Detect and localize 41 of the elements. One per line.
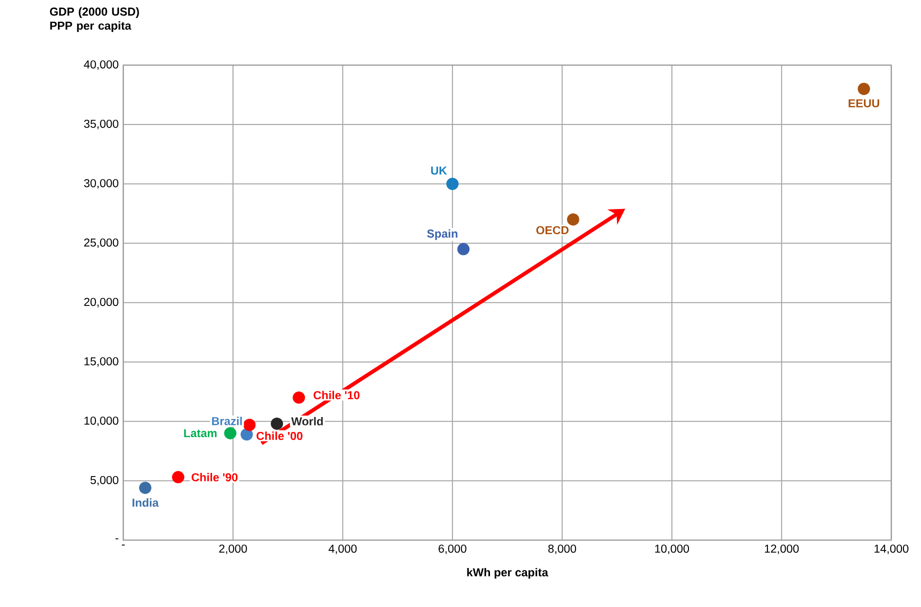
series-label: India: [132, 498, 159, 507]
point: [139, 482, 152, 494]
y-tick-label: -: [115, 538, 118, 540]
series-label: UK: [431, 166, 447, 175]
y-tick-label: 15,000: [84, 357, 118, 367]
point: [224, 427, 236, 440]
point: [240, 428, 253, 440]
y-axis-title: GDP (2000 USD) PPP per capita: [50, 7, 139, 32]
x-tick-label: 8,000: [548, 544, 576, 554]
x-tick-label: 12,000: [764, 544, 799, 554]
x-tick-label: 10,000: [655, 544, 690, 554]
x-tick-label: -: [122, 544, 125, 546]
y-tick-label: 25,000: [84, 238, 118, 248]
point: [457, 242, 470, 256]
series-label: EEUU: [848, 99, 880, 108]
series-label: Brazil: [212, 416, 242, 426]
point: [446, 178, 459, 190]
x-tick-label: 2,000: [219, 544, 247, 554]
y-tick-label: 30,000: [84, 179, 118, 189]
x-tick-label: 14,000: [874, 544, 908, 554]
y-tick-label: 40,000: [84, 60, 118, 70]
point: [567, 213, 580, 226]
series-label: Chile '00: [256, 431, 302, 440]
series-label: OECD: [536, 226, 569, 234]
point: [292, 391, 305, 404]
series-label: Spain: [427, 229, 458, 240]
y-tick-label: 5,000: [90, 476, 118, 486]
y-tick-label: 10,000: [84, 416, 118, 426]
x-tick-label: 4,000: [328, 544, 357, 554]
y-tick-label: 20,000: [84, 298, 118, 308]
series-label: Chile '90: [192, 472, 238, 482]
series-label: Latam: [184, 429, 217, 438]
x-tick-label: 6,000: [438, 544, 466, 554]
x-axis-title: kWh per capita: [467, 568, 548, 579]
point: [270, 418, 284, 430]
point: [172, 470, 184, 484]
point: [243, 418, 256, 431]
series-label: World: [291, 416, 323, 426]
series-label: Chile '10: [314, 390, 360, 400]
point: [858, 82, 870, 95]
y-tick-label: 35,000: [84, 120, 118, 130]
